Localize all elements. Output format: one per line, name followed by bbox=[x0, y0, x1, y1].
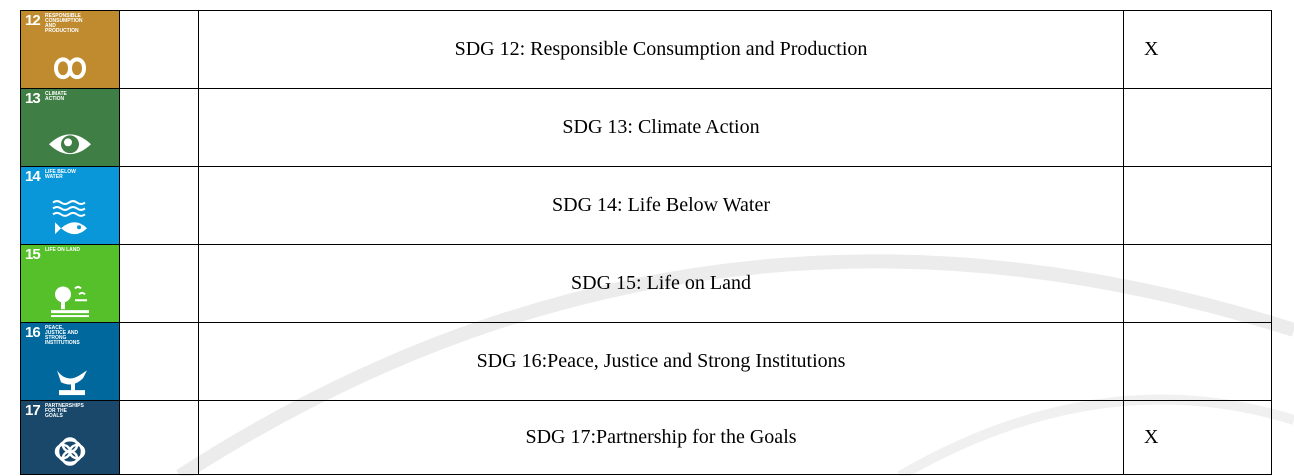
icon-label: LIFE ON LAND bbox=[45, 247, 80, 253]
sdg-icon: 13 CLIMATE ACTION bbox=[21, 89, 119, 166]
icon-label: LIFE BELOW WATER bbox=[45, 169, 76, 180]
blank-cell bbox=[119, 322, 199, 401]
mark-cell bbox=[1123, 322, 1272, 401]
icon-number: 12 bbox=[25, 12, 41, 29]
sdg-icon: 17 PARTNERSHIPS FOR THE GOALS bbox=[21, 401, 119, 474]
icon-cell: 16 PEACE, JUSTICE AND STRONG INSTITUTIONS bbox=[20, 322, 120, 401]
blank-cell bbox=[119, 166, 199, 245]
blank-cell bbox=[119, 88, 199, 167]
goal-cell: SDG 15: Life on Land bbox=[198, 244, 1124, 323]
icon-label: CLIMATE ACTION bbox=[45, 91, 67, 102]
sdg-icon: 16 PEACE, JUSTICE AND STRONG INSTITUTIONS bbox=[21, 323, 119, 400]
blank-cell bbox=[119, 244, 199, 323]
icon-number: 13 bbox=[25, 90, 41, 107]
mark-cell: X bbox=[1123, 400, 1272, 475]
icon-number: 14 bbox=[25, 168, 41, 185]
icon-symbol bbox=[49, 134, 91, 155]
table-row: 12 RESPONSIBLE CONSUMPTION AND PRODUCTION… bbox=[20, 10, 1272, 89]
sdg-icon: 15 LIFE ON LAND bbox=[21, 245, 119, 322]
icon-label: PARTNERSHIPS FOR THE GOALS bbox=[45, 403, 84, 419]
table-row: 17 PARTNERSHIPS FOR THE GOALS SDG 17:Partn… bbox=[20, 400, 1272, 475]
icon-label: RESPONSIBLE CONSUMPTION AND PRODUCTION bbox=[45, 13, 83, 34]
icon-number: 17 bbox=[25, 402, 41, 419]
icon-cell: 12 RESPONSIBLE CONSUMPTION AND PRODUCTION bbox=[20, 10, 120, 89]
icon-cell: 15 LIFE ON LAND bbox=[20, 244, 120, 323]
icon-symbol bbox=[57, 370, 87, 396]
icon-symbol bbox=[51, 285, 89, 318]
goal-cell: SDG 13: Climate Action bbox=[198, 88, 1124, 167]
icon-number: 15 bbox=[25, 246, 41, 263]
icon-cell: 17 PARTNERSHIPS FOR THE GOALS bbox=[20, 400, 120, 475]
sdg-table: 12 RESPONSIBLE CONSUMPTION AND PRODUCTION… bbox=[20, 10, 1272, 475]
goal-cell: SDG 14: Life Below Water bbox=[198, 166, 1124, 245]
icon-cell: 14 LIFE BELOW WATER bbox=[20, 166, 120, 245]
mark-cell bbox=[1123, 244, 1272, 323]
icon-symbol bbox=[54, 437, 86, 466]
mark-cell bbox=[1123, 88, 1272, 167]
icon-label: PEACE, JUSTICE AND STRONG INSTITUTIONS bbox=[45, 325, 80, 346]
table-row: 14 LIFE BELOW WATER SDG 14: Life Below Wat… bbox=[20, 166, 1272, 245]
table-row: 13 CLIMATE ACTION SDG 13: Climate Action bbox=[20, 88, 1272, 167]
goal-cell: SDG 12: Responsible Consumption and Prod… bbox=[198, 10, 1124, 89]
icon-symbol bbox=[53, 57, 87, 80]
sdg-icon: 12 RESPONSIBLE CONSUMPTION AND PRODUCTION bbox=[21, 11, 119, 88]
table-row: 15 LIFE ON LAND SDG 15: Life on Land bbox=[20, 244, 1272, 323]
table-row: 16 PEACE, JUSTICE AND STRONG INSTITUTIONS… bbox=[20, 322, 1272, 401]
sdg-icon: 14 LIFE BELOW WATER bbox=[21, 167, 119, 244]
icon-cell: 13 CLIMATE ACTION bbox=[20, 88, 120, 167]
icon-number: 16 bbox=[25, 324, 41, 341]
icon-symbol bbox=[52, 200, 87, 235]
blank-cell bbox=[119, 400, 199, 475]
mark-cell: X bbox=[1123, 10, 1272, 89]
goal-cell: SDG 17:Partnership for the Goals bbox=[198, 400, 1124, 475]
mark-cell bbox=[1123, 166, 1272, 245]
goal-cell: SDG 16:Peace, Justice and Strong Institu… bbox=[198, 322, 1124, 401]
blank-cell bbox=[119, 10, 199, 89]
